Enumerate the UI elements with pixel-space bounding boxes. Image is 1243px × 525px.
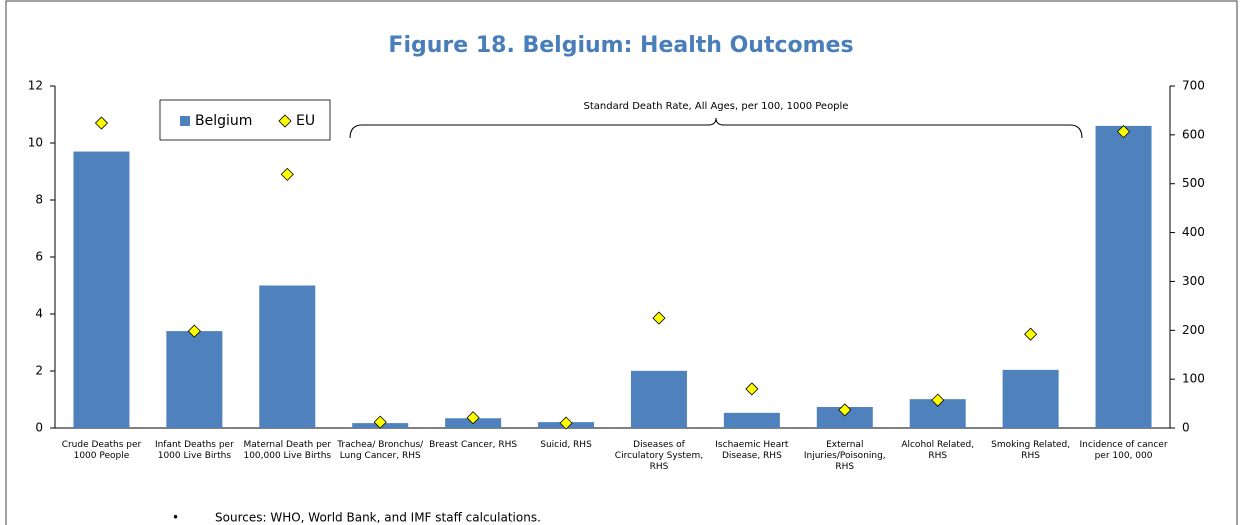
marker xyxy=(466,411,480,425)
bar xyxy=(1002,369,1059,428)
marker xyxy=(745,382,759,396)
legend-swatch xyxy=(180,116,190,126)
marker xyxy=(559,416,573,430)
marker xyxy=(652,311,666,325)
y-tick-label: 12 xyxy=(28,79,43,93)
legend-marker xyxy=(278,114,292,128)
y2-tick-label: 600 xyxy=(1182,127,1205,141)
marker xyxy=(187,324,201,338)
marker xyxy=(838,403,852,417)
bar xyxy=(816,406,873,428)
y2-tick-label: 300 xyxy=(1182,274,1205,288)
x-tick-label: Suicid, RHS xyxy=(540,440,592,450)
x-tick-label: Crude Deaths per 1000 People xyxy=(61,440,142,461)
marker xyxy=(1024,327,1038,341)
x-tick-label: External Injuries/Poisoning, RHS xyxy=(803,440,886,472)
marker xyxy=(280,167,294,181)
footnote-bullet: • xyxy=(172,511,179,525)
x-tick-label: Alcohol Related, RHS xyxy=(901,440,975,461)
x-tick-label: Incidence of cancer per 100, 000 xyxy=(1079,440,1168,461)
x-tick-label: Trachea/ Bronchus/ Lung Cancer, RHS xyxy=(337,440,424,461)
y2-tick-label: 400 xyxy=(1182,225,1205,239)
y2-tick-label: 200 xyxy=(1182,323,1205,337)
x-tick-label: Ischaemic Heart Disease, RHS xyxy=(715,440,789,461)
chart-title: Figure 18. Belgium: Health Outcomes xyxy=(388,33,853,58)
legend-label: EU xyxy=(296,113,315,129)
bar xyxy=(723,412,780,428)
y-tick-label: 4 xyxy=(35,307,43,321)
x-tick-label: Infant Deaths per 1000 Live Births xyxy=(154,440,234,461)
bar xyxy=(1095,125,1152,429)
annotation: Standard Death Rate, All Ages, per 100, … xyxy=(584,101,849,112)
y2-tick-label: 0 xyxy=(1182,421,1190,435)
y-tick-label: 8 xyxy=(35,193,43,207)
x-tick-label: Smoking Related, RHS xyxy=(991,440,1071,461)
bar xyxy=(73,151,130,429)
bar xyxy=(259,285,316,428)
y-tick-label: 2 xyxy=(35,364,43,378)
bar xyxy=(166,331,223,428)
footnote: Sources: WHO, World Bank, and IMF staff … xyxy=(215,511,541,525)
x-tick-label: Diseases of Circulatory System, RHS xyxy=(614,440,704,472)
y-tick-label: 6 xyxy=(35,250,43,264)
y2-tick-label: 500 xyxy=(1182,176,1205,190)
y2-tick-label: 100 xyxy=(1182,372,1205,386)
y-tick-label: 10 xyxy=(28,136,43,150)
marker xyxy=(373,415,387,429)
marker xyxy=(1116,125,1131,139)
frame xyxy=(5,0,1238,525)
bar xyxy=(630,370,687,428)
y-tick-label: 0 xyxy=(35,421,43,435)
x-tick-label: Breast Cancer, RHS xyxy=(429,440,518,450)
x-tick-label: Maternal Death per 100,000 Live Births xyxy=(243,440,332,461)
y2-tick-label: 700 xyxy=(1182,79,1205,93)
bracket xyxy=(349,117,1083,139)
legend-label: Belgium xyxy=(195,113,252,129)
marker xyxy=(931,393,945,407)
marker xyxy=(94,116,109,130)
